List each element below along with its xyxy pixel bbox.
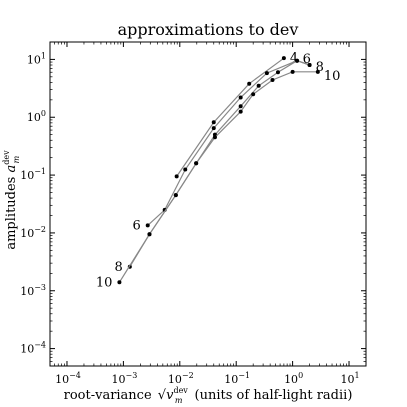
x-tick-label-base: 10 (55, 373, 69, 386)
x-tick-label: 10−3 (111, 371, 137, 386)
y-tick-label-base: 10 (20, 285, 34, 298)
series-line-6 (147, 60, 310, 226)
y-tick-label: 100 (27, 109, 46, 124)
y-tick-label-exponent: −1 (34, 167, 46, 176)
data-point (174, 174, 179, 179)
y-tick-label-base: 10 (20, 227, 34, 240)
x-axis-symbol-sup: dev (173, 386, 188, 395)
y-tick-label-exponent: 0 (41, 109, 46, 118)
x-tick-label-exponent: −2 (182, 371, 194, 380)
data-point (194, 161, 199, 166)
x-tick-label-base: 10 (168, 373, 182, 386)
plot-area: 10−4 10−3 10−2 10−1 100 10110−410−310−210−110… (20, 41, 367, 386)
data-point (183, 167, 188, 172)
y-axis-label-prefix: amplitudes (4, 173, 19, 250)
y-axis-symbol-root: a (4, 165, 19, 173)
x-axis-label-prefix: root-variance (64, 388, 156, 403)
data-point (211, 120, 216, 125)
x-tick-label: 10−2 (168, 371, 194, 386)
y-tick-label: 10−3 (20, 283, 46, 298)
data-point (173, 193, 178, 198)
y-tick-label-base: 10 (27, 111, 41, 124)
data-point (315, 69, 320, 74)
data-point (247, 81, 252, 86)
data-point (145, 223, 150, 228)
x-tick-label: 100 (284, 371, 303, 386)
x-axis-symbol-root: v (166, 388, 174, 403)
data-point (211, 126, 216, 131)
y-tick-label: 10−2 (20, 225, 46, 240)
series-end-label-8: 8 (316, 60, 324, 75)
x-tick-label-base: 10 (224, 373, 238, 386)
x-tick-label-exponent: −4 (69, 371, 81, 380)
y-tick-label: 10−1 (20, 167, 46, 182)
y-tick-label-base: 10 (20, 343, 34, 356)
data-point (281, 56, 286, 61)
series-label-6: 6 (132, 218, 140, 233)
data-point (256, 83, 261, 88)
data-point (238, 95, 243, 100)
x-tick-label-exponent: 1 (354, 371, 359, 380)
x-axis-label-suffix: (units of half-light radii) (190, 388, 352, 403)
series-4: 4 (174, 51, 298, 179)
data-point (270, 78, 275, 83)
y-tick-label: 10−4 (20, 341, 46, 356)
data-point (147, 232, 152, 237)
y-axis-symbol-sub: m (12, 155, 21, 163)
x-axis-symbol-sub: m (175, 396, 183, 405)
y-tick-label-exponent: 1 (41, 51, 46, 60)
y-axis-label: amplitudes adevm (2, 150, 21, 250)
chart-title: approximations to dev (118, 20, 299, 39)
x-tick-label-base: 10 (284, 373, 298, 386)
series-line-10 (118, 71, 318, 283)
y-tick-label-exponent: −4 (34, 341, 46, 350)
x-tick-label-base: 10 (340, 373, 354, 386)
y-tick-label-base: 10 (20, 169, 34, 182)
x-tick-label: 101 (340, 371, 359, 386)
y-axis-symbol-sup: dev (2, 150, 11, 165)
x-tick-label: 10−1 (224, 371, 250, 386)
y-tick-label-exponent: −3 (34, 283, 46, 292)
data-point (251, 92, 256, 97)
series-10: 10 10 (96, 69, 341, 290)
series-end-label-10: 10 (324, 69, 341, 84)
x-tick-label-exponent: −1 (238, 371, 250, 380)
data-point (238, 109, 243, 114)
x-tick-label-exponent: −3 (125, 371, 137, 380)
x-tick-label-base: 10 (111, 373, 125, 386)
data-point (290, 69, 295, 74)
series-label-8: 8 (115, 260, 123, 275)
series-label-4: 4 (290, 51, 298, 66)
data-point (212, 135, 217, 140)
data-point (307, 63, 312, 68)
series-label-10: 10 (96, 275, 113, 290)
data-point (238, 104, 243, 109)
data-point (264, 71, 269, 76)
x-tick-label-exponent: 0 (298, 371, 303, 380)
x-tick-label: 10−4 (55, 371, 81, 386)
x-axis-label: root-variance √vdev m (units of half-ligh… (64, 386, 353, 405)
plot-frame (49, 41, 367, 367)
data-point (275, 70, 280, 75)
series-line-4 (176, 57, 285, 177)
series-end-label-6: 6 (303, 52, 311, 67)
y-tick-label-base: 10 (27, 53, 41, 66)
x-axis-sqrt-sign: √ (158, 388, 167, 403)
y-tick-label-exponent: −2 (34, 225, 46, 234)
y-tick-label: 101 (27, 51, 46, 66)
data-point (117, 280, 122, 285)
data-point (295, 58, 300, 63)
